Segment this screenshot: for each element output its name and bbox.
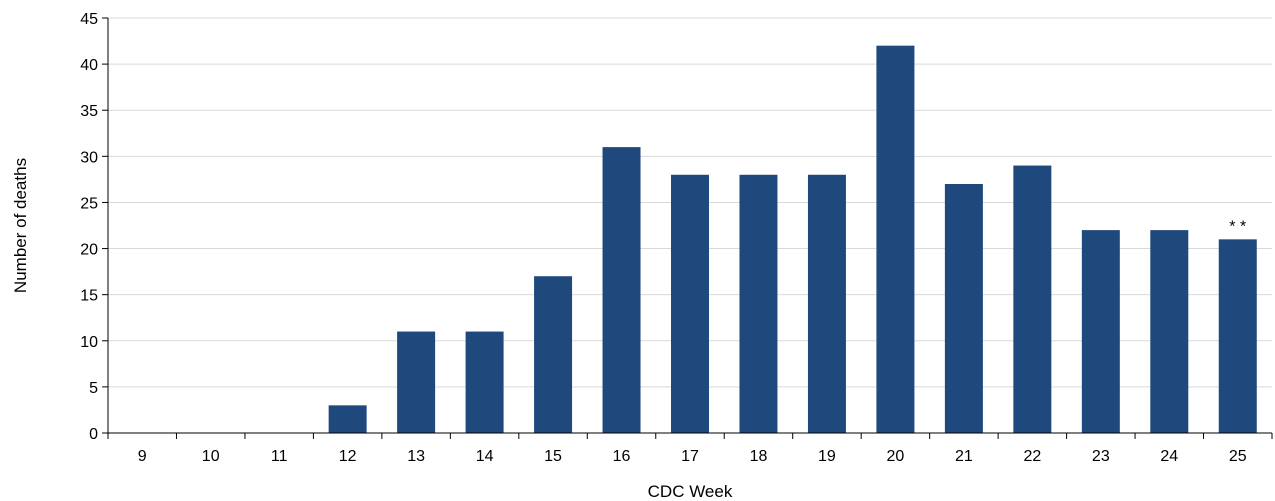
x-tick-label: 13 bbox=[407, 448, 425, 465]
bar-annotation: * * bbox=[1229, 218, 1246, 235]
x-axis-title: CDC Week bbox=[648, 482, 733, 501]
x-tick-label: 20 bbox=[887, 448, 905, 465]
y-tick-label: 20 bbox=[80, 242, 98, 259]
x-tick-label: 23 bbox=[1092, 448, 1110, 465]
bar bbox=[328, 405, 367, 433]
y-axis-title: Number of deaths bbox=[11, 158, 30, 293]
y-axis-ticks: 0 5 10 15 20 25 30 35 40 45 bbox=[80, 11, 108, 443]
x-tick-label: 17 bbox=[681, 448, 699, 465]
bar bbox=[876, 45, 915, 434]
x-tick-label: 24 bbox=[1160, 448, 1178, 465]
axes bbox=[107, 18, 1272, 434]
y-tick-label: 15 bbox=[80, 288, 98, 305]
x-tick-label: 11 bbox=[271, 448, 288, 465]
x-tick-label: 15 bbox=[544, 448, 562, 465]
bar bbox=[1218, 239, 1257, 433]
y-tick-label: 5 bbox=[89, 380, 98, 397]
x-tick-label: 9 bbox=[138, 448, 147, 465]
x-tick-label: 19 bbox=[818, 448, 836, 465]
x-tick-label: 25 bbox=[1229, 448, 1247, 465]
bar bbox=[397, 331, 436, 433]
bar bbox=[1150, 230, 1189, 433]
y-tick-label: 45 bbox=[80, 11, 98, 28]
x-tick-label: 22 bbox=[1023, 448, 1041, 465]
x-tick-label: 10 bbox=[202, 448, 220, 465]
x-tick-label: 14 bbox=[476, 448, 494, 465]
x-tick-label: 12 bbox=[339, 448, 357, 465]
y-tick-label: 10 bbox=[80, 334, 98, 351]
bar bbox=[1013, 165, 1052, 434]
y-tick-label: 30 bbox=[80, 149, 98, 166]
bar bbox=[1081, 230, 1120, 433]
bar bbox=[534, 276, 573, 433]
y-tick-label: 40 bbox=[80, 57, 98, 74]
bar bbox=[739, 174, 778, 433]
x-tick-label: 21 bbox=[955, 448, 973, 465]
x-axis-ticks: 9 10 11 12 13 14 15 16 17 18 19 20 21 22 23 24 25 bbox=[107, 433, 1273, 465]
y-tick-label: 25 bbox=[80, 195, 98, 212]
x-tick-label: 16 bbox=[613, 448, 631, 465]
bar-annotations: * * bbox=[1229, 218, 1246, 235]
bar bbox=[671, 174, 709, 433]
y-tick-label: 35 bbox=[80, 103, 98, 120]
y-tick-label: 0 bbox=[89, 426, 98, 443]
bar bbox=[807, 174, 846, 433]
bar bbox=[602, 147, 641, 433]
bar bbox=[944, 184, 983, 433]
bar bbox=[465, 331, 504, 433]
bars bbox=[328, 45, 1257, 434]
x-tick-label: 18 bbox=[750, 448, 768, 465]
